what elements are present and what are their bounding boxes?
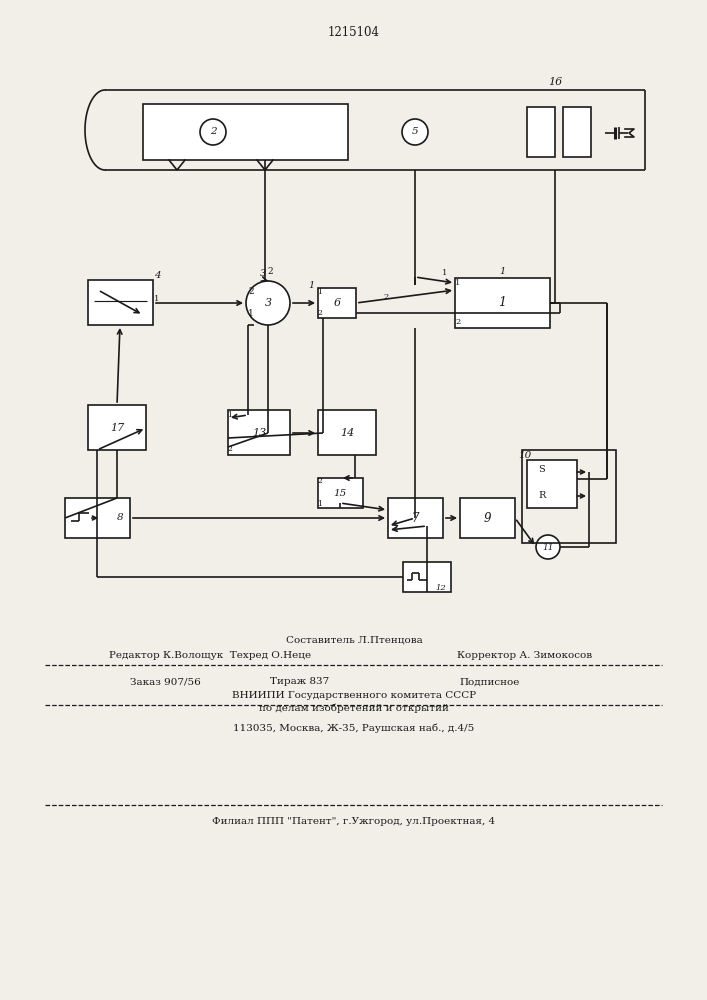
Bar — [228, 410, 290, 455]
Text: Филиал ППП "Патент", г.Ужгород, ул.Проектная, 4: Филиал ППП "Патент", г.Ужгород, ул.Проек… — [212, 818, 496, 826]
Text: 2: 2 — [383, 293, 389, 301]
Text: 113035, Москва, Ж-35, Раушская наб., д.4/5: 113035, Москва, Ж-35, Раушская наб., д.4… — [233, 723, 474, 733]
Bar — [318, 478, 363, 508]
Text: S: S — [539, 466, 545, 475]
Text: 1: 1 — [228, 411, 233, 419]
Bar — [403, 562, 451, 592]
Text: 15: 15 — [334, 488, 346, 497]
Text: 1: 1 — [317, 500, 322, 508]
Bar — [527, 460, 577, 508]
Text: 1: 1 — [248, 308, 254, 318]
Bar — [88, 280, 153, 325]
Text: 1: 1 — [443, 269, 448, 277]
Text: 13: 13 — [252, 428, 266, 438]
Text: Редактор К.Волощук  Техред О.Неце: Редактор К.Волощук Техред О.Неце — [109, 652, 311, 660]
Text: 6: 6 — [334, 298, 341, 308]
Text: ВНИИПИ Государственного комитета СССР: ВНИИПИ Государственного комитета СССР — [232, 692, 476, 700]
Bar — [460, 498, 515, 538]
Text: 5: 5 — [411, 127, 419, 136]
Circle shape — [246, 281, 290, 325]
Text: 16: 16 — [548, 77, 562, 87]
Text: Заказ 907/56: Заказ 907/56 — [130, 678, 201, 686]
Circle shape — [402, 119, 428, 145]
Bar — [388, 498, 443, 538]
Bar — [318, 288, 356, 318]
Text: R: R — [538, 491, 546, 500]
Text: 9: 9 — [484, 512, 491, 524]
Bar — [563, 107, 591, 157]
Text: 7: 7 — [411, 512, 419, 524]
Text: по делам изобретений и открытий: по делам изобретений и открытий — [259, 703, 449, 713]
Text: Составитель Л.Птенцова: Составитель Л.Птенцова — [286, 636, 422, 645]
Text: 1: 1 — [317, 288, 322, 296]
Text: 11: 11 — [542, 542, 554, 552]
Text: Корректор А. Зимокосов: Корректор А. Зимокосов — [457, 652, 592, 660]
Circle shape — [536, 535, 560, 559]
Text: 12: 12 — [436, 584, 446, 592]
Text: 2: 2 — [248, 286, 254, 296]
Text: 14: 14 — [340, 428, 354, 438]
Text: 1: 1 — [455, 279, 461, 287]
Bar — [455, 278, 550, 328]
Text: 2: 2 — [210, 127, 216, 136]
Text: 1215104: 1215104 — [328, 25, 380, 38]
Text: 8: 8 — [117, 514, 123, 522]
Text: Тираж 837: Тираж 837 — [270, 678, 329, 686]
Bar — [143, 104, 348, 160]
Bar — [522, 450, 616, 543]
Text: Подписное: Подписное — [460, 678, 520, 686]
Text: 4: 4 — [153, 271, 160, 280]
Text: 1: 1 — [499, 266, 505, 275]
Text: 3: 3 — [260, 269, 266, 278]
Bar — [65, 498, 130, 538]
Circle shape — [200, 119, 226, 145]
Text: 2: 2 — [317, 309, 322, 317]
Text: 1: 1 — [154, 295, 160, 303]
Text: 1: 1 — [308, 282, 314, 290]
Text: 1: 1 — [498, 296, 506, 310]
Text: 2: 2 — [317, 477, 322, 485]
Bar — [527, 107, 555, 157]
Text: 3: 3 — [264, 298, 271, 308]
Bar — [88, 405, 146, 450]
Bar — [318, 410, 376, 455]
Text: 10: 10 — [518, 450, 532, 460]
Text: 2: 2 — [455, 318, 461, 326]
Text: 17: 17 — [110, 423, 124, 433]
Text: 2: 2 — [267, 266, 273, 275]
Text: 2: 2 — [228, 445, 233, 453]
